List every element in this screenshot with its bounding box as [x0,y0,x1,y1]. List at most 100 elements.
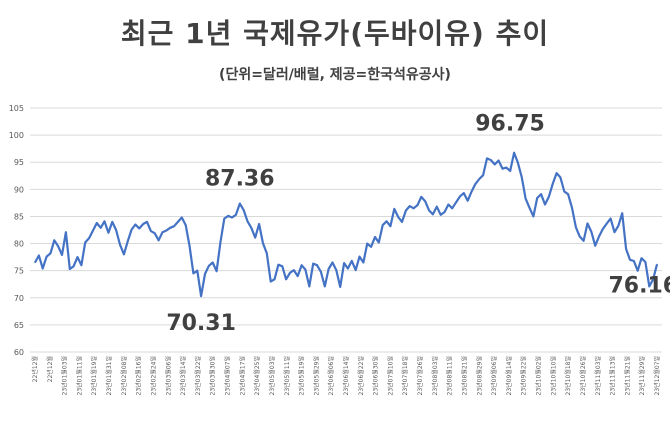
data-point [208,265,210,267]
data-point [370,246,372,248]
data-point [355,269,357,271]
data-point [347,267,349,270]
data-point [96,222,98,224]
data-point [358,255,361,258]
x-tick-label: 23년01월11일 [75,356,83,395]
data-point [161,231,164,233]
x-tick-label: 22년12월 [46,356,54,382]
x-tick-label: 23년10월02일 [535,356,543,395]
plot-area [34,151,659,298]
data-point [181,216,183,219]
data-point [440,214,442,216]
data-point [215,270,218,272]
chart-title: 최근 1년 국제유가(두바이유) 추이 [120,17,550,50]
y-tick-label: 105 [9,104,24,113]
data-point [555,172,558,174]
data-point [254,236,256,239]
data-point [258,223,260,225]
data-point [610,218,612,220]
data-point [525,197,527,200]
data-point [397,216,399,218]
data-point [308,285,310,287]
data-point [532,215,534,218]
x-tick-label: 23년09월14일 [505,356,513,395]
data-point [648,285,650,287]
data-point [613,231,616,233]
data-point [339,286,341,288]
data-point [385,220,388,222]
y-tick-label: 90 [14,185,24,194]
data-point [115,229,117,231]
grid-lines [30,107,662,353]
data-point [138,227,140,229]
data-point [285,278,287,280]
data-point [389,225,392,227]
data-point [177,221,179,223]
x-tick-label: 23년11월03일 [594,356,602,395]
data-point [76,256,79,258]
x-tick-label: 23년03월30일 [209,356,217,395]
data-point [362,261,364,264]
data-point [165,229,167,232]
data-point [567,193,569,195]
y-tick-label: 100 [9,131,24,140]
data-point [629,259,631,261]
data-point [436,206,438,208]
data-point [575,226,577,228]
annotations: 87.36 70.31 96.75 76.16 [166,112,670,336]
data-point [625,248,627,250]
data-point [405,209,407,212]
data-point [544,203,546,206]
x-tick-label: 23년06월30일 [372,356,380,395]
data-point [300,264,303,266]
x-tick-label: 23년05월11일 [283,356,291,395]
data-point [84,241,86,244]
data-point [123,253,125,255]
data-point [289,272,291,274]
data-point [335,269,337,271]
x-tick-label: 23년06월22일 [357,356,365,395]
data-point [486,157,488,160]
data-point [633,260,635,262]
data-point [482,174,484,176]
data-point [640,257,643,259]
data-point [111,221,113,223]
data-point [293,269,295,271]
x-tick-label: 23년09월06일 [490,356,498,395]
x-tick-label: 23년04월25일 [253,356,261,395]
data-point [343,262,345,264]
annotation-label: 70.31 [166,311,236,336]
data-point [517,162,519,164]
x-tick-label: 23년07월26일 [416,356,424,395]
data-point [73,265,75,267]
data-point [192,272,194,274]
x-tick-label: 23년11월13일 [609,356,617,395]
data-point [107,232,110,234]
data-point [146,221,148,223]
x-tick-label: 23년10월18일 [564,356,572,395]
data-point [92,229,94,232]
y-tick-label: 85 [14,212,24,221]
data-point [250,227,252,229]
data-point [312,263,314,265]
data-point [590,231,592,233]
data-point [470,190,473,193]
x-tick-label: 23년02월08일 [120,356,128,395]
data-point [262,242,264,244]
y-tick-label: 65 [14,321,24,330]
data-point [540,193,542,195]
data-point [582,240,585,242]
data-point [451,207,453,209]
x-tick-label: 23년06월14일 [342,356,350,395]
data-point [393,208,395,210]
x-tick-label: 23년04월07일 [224,356,232,395]
data-point [49,252,52,254]
data-point [571,207,573,209]
data-point [424,200,426,202]
data-point [150,230,152,232]
data-point [513,152,515,154]
data-point [297,275,299,277]
data-point [621,212,623,214]
data-point [204,273,206,275]
